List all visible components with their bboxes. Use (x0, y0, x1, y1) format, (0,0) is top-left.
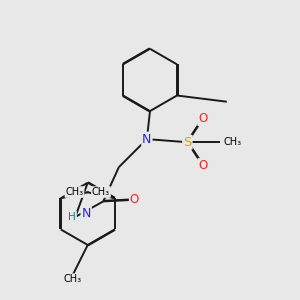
Text: CH₃: CH₃ (65, 187, 83, 197)
Text: O: O (130, 193, 139, 206)
Text: CH₃: CH₃ (223, 137, 241, 147)
Text: S: S (183, 136, 192, 149)
Text: CH₃: CH₃ (92, 187, 110, 197)
Text: CH₃: CH₃ (63, 274, 81, 284)
Text: N: N (82, 207, 91, 220)
Text: N: N (142, 133, 152, 146)
Text: O: O (198, 159, 208, 172)
Text: O: O (198, 112, 208, 125)
Text: H: H (68, 212, 76, 222)
